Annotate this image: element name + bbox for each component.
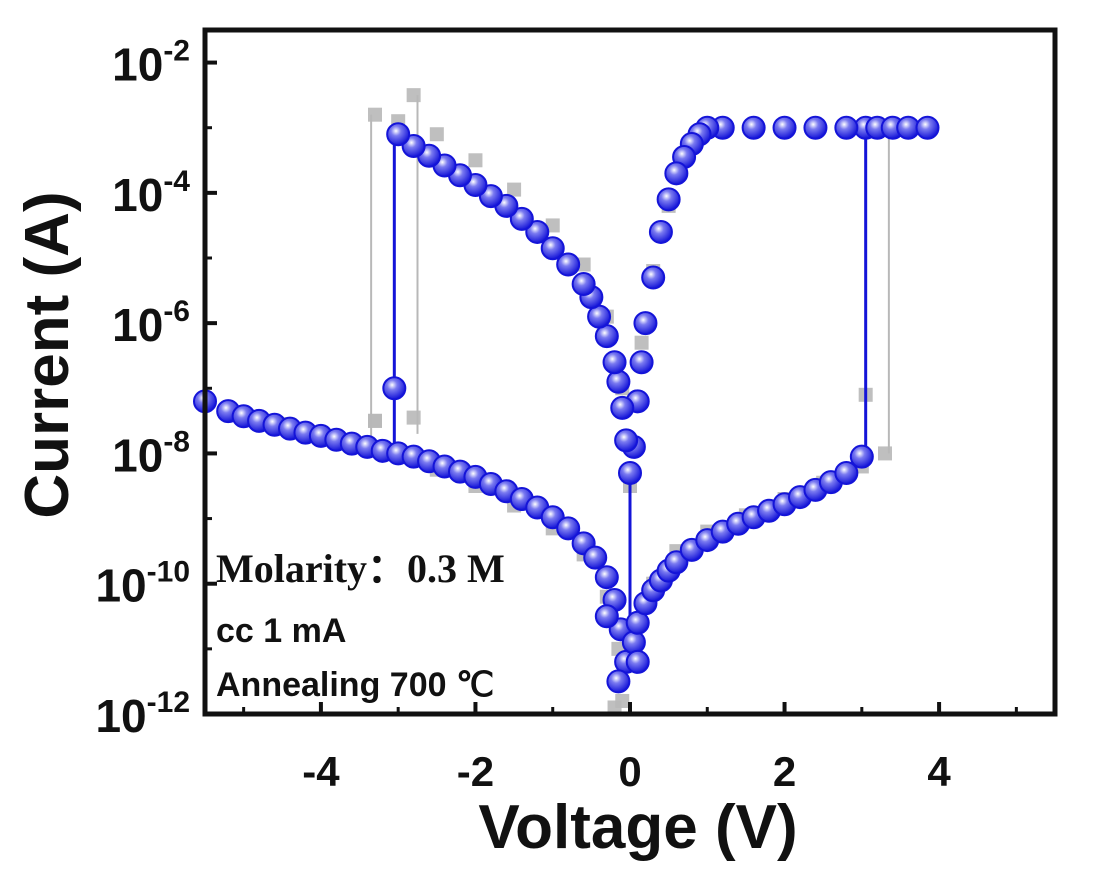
grey-data-point: [368, 107, 382, 122]
blue-data-point: [834, 460, 859, 485]
y-tick-label: 10-12: [95, 686, 190, 742]
y-tick-label: 10-10: [95, 556, 190, 612]
blue-data-point: [610, 395, 635, 420]
blue-data-point: [618, 460, 642, 485]
x-tick-label: -4: [302, 748, 340, 795]
y-axis-title: Current (A): [13, 191, 82, 518]
blue-data-point: [772, 115, 797, 140]
y-tick-label: 10-6: [112, 295, 190, 351]
grey-data-point: [507, 182, 522, 197]
blue-data-point: [556, 252, 581, 277]
blue-data-point: [629, 350, 654, 375]
y-tick-label: 10-8: [112, 425, 190, 481]
ticks: [205, 60, 1018, 716]
grey-data-point: [368, 413, 382, 428]
blue-data-point: [915, 115, 940, 140]
grey-data-point: [468, 153, 483, 168]
grey-data-point: [406, 410, 421, 425]
y-tick-labels: 10-12 10-10 10-8 10-6 10-4 10-2: [95, 35, 190, 742]
grey-data-point: [545, 218, 560, 233]
blue-data-point: [741, 115, 766, 140]
blue-data-point: [849, 444, 874, 469]
blue-data-point: [556, 516, 581, 541]
blue-data-point: [656, 187, 681, 212]
grey-data-point: [429, 127, 444, 142]
blue-data-point: [664, 161, 689, 186]
blue-data-point: [509, 206, 534, 231]
blue-data-point: [583, 545, 608, 570]
blue-data-point: [641, 265, 666, 290]
annotation-compliance-current: cc 1 mA: [216, 612, 346, 650]
blue-data-point: [571, 272, 596, 297]
blue-data-point: [382, 376, 407, 401]
grey-data-point: [406, 88, 421, 103]
x-tick-label: 4: [927, 748, 951, 795]
grey-data-point: [576, 257, 591, 272]
blue-data-point: [614, 428, 639, 453]
grey-data-point: [607, 700, 622, 715]
y-tick-label: 10-4: [112, 165, 190, 221]
blue-data-point: [834, 115, 859, 140]
x-tick-label: 0: [618, 748, 641, 795]
blue-data-point: [648, 219, 673, 244]
blue-data-point: [540, 236, 565, 261]
x-tick-label: -2: [457, 748, 494, 795]
blue-data-point: [664, 550, 689, 575]
blue-data-point: [625, 649, 650, 674]
x-axis-title: Voltage (V): [478, 793, 797, 862]
blue-data-point: [606, 369, 631, 394]
y-tick-label: 10-2: [112, 35, 190, 91]
blue-data-point: [803, 115, 828, 140]
blue-data-point: [602, 350, 627, 375]
blue-data-point: [594, 604, 619, 629]
blue-data-point: [633, 311, 658, 336]
blue-data-point: [594, 565, 619, 590]
x-tick-label: 2: [773, 748, 796, 795]
blue-data-point: [525, 219, 550, 244]
blue-data-point: [386, 122, 411, 147]
blue-data-point: [621, 630, 646, 655]
grey-data-point: [634, 335, 649, 350]
annotation-annealing: Annealing 700 ℃: [216, 666, 494, 704]
annotation-molarity: Molarity：0.3 M: [216, 546, 505, 591]
blue-data-point: [606, 669, 631, 694]
x-tick-labels: -4 -2 0 2 4: [302, 748, 951, 795]
grey-data-point: [878, 446, 892, 461]
blue-series: [193, 115, 940, 694]
